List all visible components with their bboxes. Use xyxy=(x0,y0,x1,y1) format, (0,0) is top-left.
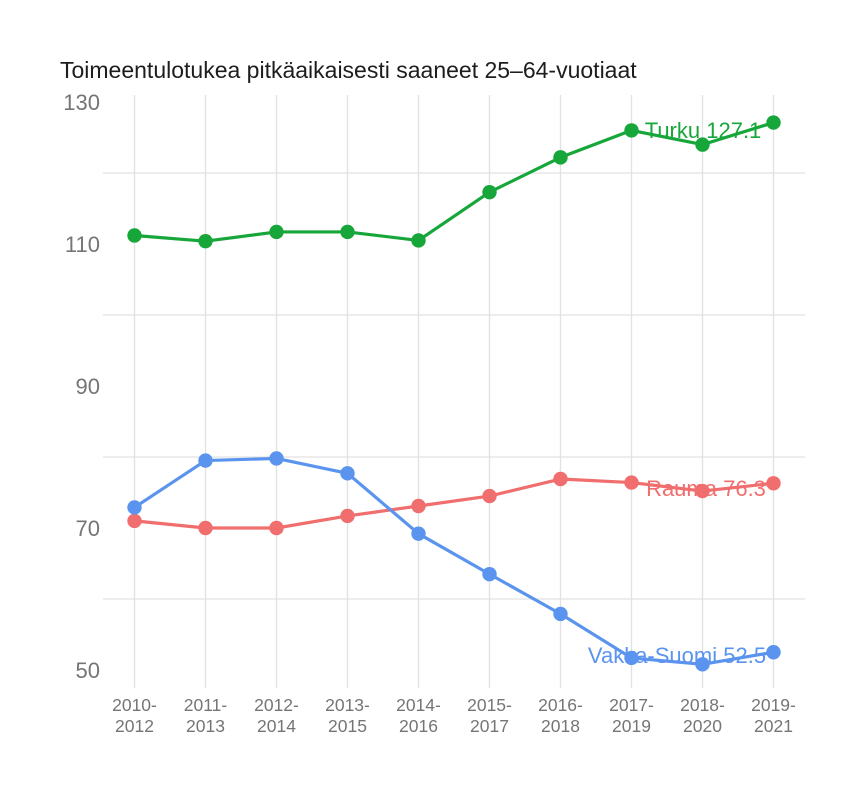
data-point-turku-9[interactable] xyxy=(766,115,781,130)
data-point-vakka-suomi-6[interactable] xyxy=(553,606,568,622)
data-point-vakka-suomi-9[interactable] xyxy=(766,645,781,660)
data-point-vakka-suomi-4[interactable] xyxy=(411,526,426,541)
chart-title: Toimeentulotukea pitkäaikaisesti saaneet… xyxy=(60,57,637,83)
data-point-rauma-0[interactable] xyxy=(127,513,142,529)
data-point-turku-4[interactable] xyxy=(411,233,426,248)
x-tick-label: 2010-2012 xyxy=(112,695,157,736)
data-point-turku-1[interactable] xyxy=(198,233,213,249)
data-point-rauma-7[interactable] xyxy=(624,475,639,490)
y-tick-label: 130 xyxy=(63,90,100,115)
x-tick-label: 2017-2019 xyxy=(609,695,654,736)
series-line-rauma xyxy=(132,477,776,530)
y-tick-label: 50 xyxy=(76,658,100,683)
data-point-vakka-suomi-3[interactable] xyxy=(340,466,355,481)
data-point-vakka-suomi-8[interactable] xyxy=(695,657,710,672)
data-point-turku-3[interactable] xyxy=(340,224,355,240)
data-point-rauma-2[interactable] xyxy=(269,520,284,536)
data-point-rauma-6[interactable] xyxy=(553,471,568,487)
x-tick-label: 2015-2017 xyxy=(467,695,512,736)
data-point-rauma-9[interactable] xyxy=(766,476,781,491)
series-end-label-vakka-suomi: Vakka-Suomi 52.5 xyxy=(588,643,766,668)
data-point-vakka-suomi-7[interactable] xyxy=(624,650,639,666)
data-point-turku-8[interactable] xyxy=(695,137,710,152)
data-point-vakka-suomi-5[interactable] xyxy=(482,566,497,582)
data-point-vakka-suomi-0[interactable] xyxy=(127,500,142,515)
data-point-rauma-3[interactable] xyxy=(340,508,355,524)
data-point-rauma-1[interactable] xyxy=(198,520,213,536)
y-tick-label: 90 xyxy=(76,374,100,399)
data-point-turku-0[interactable] xyxy=(127,228,142,243)
data-point-turku-6[interactable] xyxy=(553,150,568,165)
series-line-vakka-suomi xyxy=(132,456,776,666)
data-point-turku-5[interactable] xyxy=(482,184,497,200)
data-point-turku-7[interactable] xyxy=(624,123,639,138)
x-tick-label: 2014-2016 xyxy=(396,695,441,736)
y-tick-label: 110 xyxy=(65,232,100,257)
x-tick-label: 2011-2013 xyxy=(184,695,228,736)
data-point-rauma-5[interactable] xyxy=(482,488,497,504)
data-point-rauma-8[interactable] xyxy=(695,483,710,499)
data-point-vakka-suomi-2[interactable] xyxy=(269,451,284,466)
data-point-rauma-4[interactable] xyxy=(411,498,426,514)
data-point-turku-2[interactable] xyxy=(269,224,284,240)
x-tick-label: 2016-2018 xyxy=(538,695,583,736)
x-tick-label: 2012-2014 xyxy=(254,695,299,736)
x-tick-label: 2013-2015 xyxy=(325,695,370,736)
y-tick-label: 70 xyxy=(76,516,100,541)
series-line-turku xyxy=(132,120,776,243)
x-tick-label: 2018-2020 xyxy=(680,695,725,736)
x-tick-label: 2019-2021 xyxy=(751,695,796,736)
data-point-vakka-suomi-1[interactable] xyxy=(198,453,213,468)
